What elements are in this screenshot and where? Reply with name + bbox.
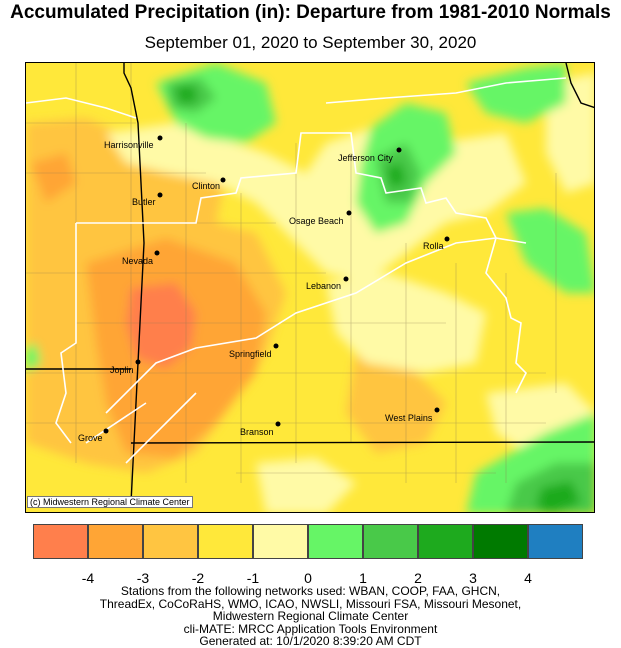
missouri-boundary (123, 63, 594, 504)
zone-plus1-west-edge (26, 343, 41, 373)
city-label: Springfield (229, 349, 272, 359)
city-label: Lebanon (306, 281, 341, 291)
zone-plus1-east (506, 208, 594, 293)
legend-tick: -4 (81, 570, 95, 586)
date-range-subtitle: September 01, 2020 to September 30, 2020 (144, 33, 477, 52)
legend-tick: 0 (304, 570, 312, 586)
city-dot-jefferson-city (396, 147, 402, 153)
city-dot-rolla (444, 236, 450, 242)
legend-swatch (253, 524, 308, 559)
legend-swatch (308, 524, 363, 559)
mississippi-river-line (565, 63, 594, 109)
city-label: Jefferson City (338, 153, 393, 163)
legend-tick: 3 (469, 570, 477, 586)
legend-tick: 4 (524, 570, 532, 586)
footer-line: cli-MATE: MRCC Application Tools Environ… (183, 621, 438, 636)
city-label: Grove (78, 433, 103, 443)
footer-line: Midwestern Regional Climate Center (212, 609, 409, 623)
legend-tick: 1 (359, 570, 367, 586)
city-label: Clinton (192, 181, 220, 191)
city-dot-clinton (220, 177, 226, 183)
legend-swatch (528, 524, 583, 559)
city-dot-osage-beach (346, 210, 352, 216)
city-label: Butler (132, 197, 156, 207)
city-label: Nevada (122, 256, 153, 266)
zone-plus3-se (536, 481, 581, 512)
zone-plus3-jc (386, 163, 406, 188)
footer-notes: Stations from the following networks use… (0, 585, 621, 648)
city-label: Branson (240, 427, 274, 437)
zone-plus3-nw (174, 85, 198, 105)
legend-tick: 2 (414, 570, 422, 586)
legend-swatch (363, 524, 418, 559)
city-dot-grove (103, 428, 109, 434)
map-credit: (c) Midwestern Regional Climate Center (27, 496, 193, 508)
legend-swatch (143, 524, 198, 559)
city-label: Joplin (110, 365, 134, 375)
city-markers (103, 135, 450, 434)
city-dot-branson (275, 421, 281, 427)
city-dot-nevada (154, 250, 160, 256)
zone-minus2-sw (346, 353, 446, 453)
cwa-boundaries (26, 77, 567, 464)
zone-minus1-south (256, 458, 356, 512)
city-label: Osage Beach (289, 216, 344, 226)
legend-swatch (198, 524, 253, 559)
city-dot-butler (157, 192, 163, 198)
city-dot-joplin (135, 359, 141, 365)
footer-line: Generated at: 10/1/2020 8:39:20 AM CDT (199, 634, 422, 648)
legend-tick: -2 (191, 570, 205, 586)
zone-minus4-core (126, 283, 196, 368)
city-dot-west-plains (434, 407, 440, 413)
map-title: Accumulated Precipitation (in): Departur… (10, 2, 611, 23)
city-dot-harrisonville (157, 135, 163, 141)
zone-minus3-nw (31, 153, 76, 203)
city-dot-springfield (273, 343, 279, 349)
legend-swatch (418, 524, 473, 559)
legend-swatch (33, 524, 88, 559)
city-label: Rolla (423, 241, 444, 251)
footer-line: Stations from the following networks use… (120, 584, 501, 598)
legend-swatch (473, 524, 528, 559)
city-label: West Plains (385, 413, 433, 423)
zone-plus1-ne (466, 63, 566, 123)
legend-swatch (88, 524, 143, 559)
legend-tick: -1 (246, 570, 260, 586)
footer-line: ThreadEx, CoCoRaHS, WMO, ICAO, NWSLI, Mi… (99, 596, 522, 611)
legend-tick: -3 (136, 570, 150, 586)
city-label: Harrisonville (104, 140, 154, 150)
city-dot-lebanon (343, 276, 349, 282)
precipitation-departure-map: Harrisonville Clinton Butler Jefferson C… (25, 62, 595, 513)
